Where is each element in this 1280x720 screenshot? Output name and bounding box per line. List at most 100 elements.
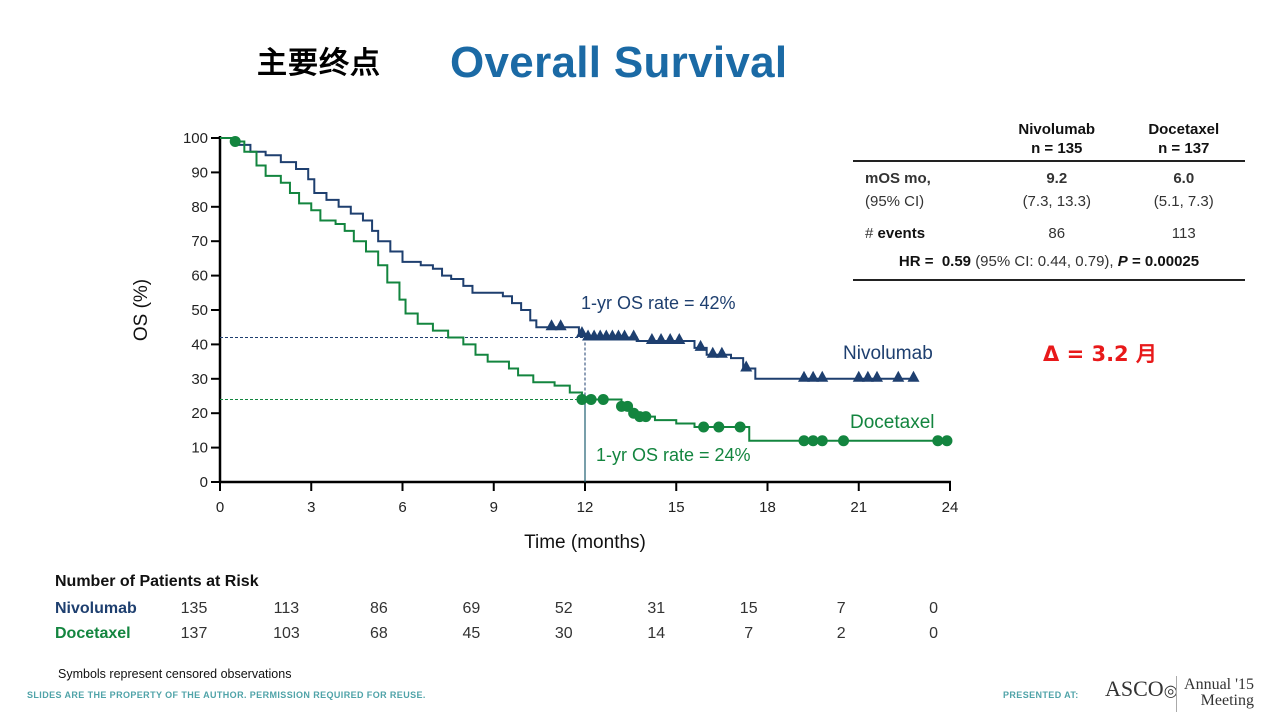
- risk-value: 52: [554, 600, 573, 617]
- risk-value: 68: [369, 625, 388, 642]
- nivolumab-censor-marker: [706, 346, 719, 358]
- risk-value: 15: [739, 600, 758, 617]
- presented-at-label: PRESENTED AT:: [1003, 690, 1079, 700]
- docetaxel-censor-marker: [713, 421, 725, 433]
- docetaxel-censor-marker: [585, 393, 597, 405]
- mos-docetaxel: 6.0: [1173, 170, 1195, 187]
- nivolumab-censor-marker: [892, 370, 905, 382]
- censored-footnote: Symbols represent censored observations: [58, 667, 292, 681]
- docetaxel-censor-marker: [576, 393, 588, 405]
- risk-value: 103: [273, 625, 300, 642]
- y-tick-label: 50: [191, 302, 208, 319]
- y-tick-label: 10: [191, 440, 208, 457]
- risk-row-nivolumab: Nivolumab 135 113 86 69 52 31 15 7 0: [55, 600, 975, 625]
- hazard-ratio-row: HR = 0.59 (95% CI: 0.44, 0.79), P = 0.00…: [898, 253, 1200, 270]
- y-tick-label: 100: [183, 130, 208, 147]
- docetaxel-1yr-rate-label: 1-yr OS rate = 24%: [596, 445, 751, 465]
- x-tick-label: 3: [307, 499, 315, 516]
- risk-value: 137: [180, 625, 208, 642]
- chinese-title: 主要终点: [257, 46, 381, 81]
- mos-label: mOS mo,: [865, 170, 931, 187]
- docetaxel-censor-marker: [698, 421, 710, 433]
- ci-label: (95% CI): [865, 193, 925, 210]
- x-tick-label: 21: [850, 499, 867, 516]
- docetaxel-censor-marker: [807, 435, 819, 447]
- nivolumab-censor-marker: [798, 370, 810, 382]
- events-label: # events: [865, 225, 926, 242]
- x-tick-label: 12: [577, 499, 594, 516]
- risk-value: 0: [929, 600, 939, 617]
- docetaxel-series-label: Docetaxel: [850, 412, 935, 433]
- docetaxel-censor-marker: [932, 435, 944, 447]
- risk-value: 86: [369, 600, 388, 617]
- nivolumab-censor-marker: [645, 332, 658, 344]
- nivolumab-censor-marker: [807, 370, 820, 382]
- patients-at-risk-table: Number of Patients at Risk Nivolumab 135…: [55, 573, 975, 650]
- nivolumab-censor-marker: [554, 319, 567, 331]
- risk-value: 7: [836, 600, 846, 617]
- risk-row-label: Nivolumab: [55, 600, 137, 617]
- docetaxel-censor-marker: [941, 435, 953, 447]
- nivolumab-censor-marker: [816, 370, 829, 382]
- nivolumab-censor-marker: [545, 319, 558, 331]
- x-tick-label: 9: [490, 499, 498, 516]
- nivolumab-series-label: Nivolumab: [843, 343, 933, 364]
- y-axis-title: OS (%): [131, 279, 152, 341]
- nivolumab-1yr-rate-label: 1-yr OS rate = 42%: [581, 293, 736, 313]
- risk-value: 135: [180, 600, 208, 617]
- docetaxel-censor-marker: [816, 435, 828, 447]
- events-nivolumab: 86: [1048, 225, 1066, 242]
- summary-header-docetaxel: Docetaxel n = 137: [1148, 121, 1220, 157]
- annual-meeting-logo: Annual '15 Meeting: [1184, 676, 1254, 709]
- x-tick-label: 6: [398, 499, 406, 516]
- y-tick-label: 30: [191, 371, 208, 388]
- y-tick-label: 70: [191, 233, 208, 250]
- copyright-notice: SLIDES ARE THE PROPERTY OF THE AUTHOR. P…: [27, 690, 426, 700]
- nivolumab-censor-marker: [664, 332, 677, 344]
- logo-divider: [1176, 676, 1177, 712]
- asco-logo: ASCO◎: [1105, 676, 1178, 701]
- slide-title: Overall Survival: [450, 38, 788, 87]
- y-tick-label: 40: [191, 336, 208, 353]
- nivolumab-censor-marker: [740, 360, 753, 372]
- risk-table-title: Number of Patients at Risk: [55, 573, 259, 590]
- risk-value: 113: [273, 600, 300, 617]
- docetaxel-censor-marker: [229, 135, 241, 147]
- ci-nivolumab: (7.3, 13.3): [1022, 193, 1091, 210]
- nivolumab-censor-marker: [655, 332, 668, 344]
- nivolumab-censor-marker: [852, 370, 865, 382]
- asco-globe-icon: ◎: [1163, 683, 1178, 700]
- reference-lines: [220, 337, 586, 482]
- y-tick-label: 80: [191, 199, 208, 216]
- summary-table: Nivolumab n = 135 Docetaxel n = 137 mOS mo…: [853, 118, 1245, 281]
- chart-axes: 0 10 20 30 40 50 60 70 80 90 100 0 3 6 9 12 15 18 21 24: [183, 130, 958, 516]
- y-tick-label: 20: [191, 405, 208, 422]
- docetaxel-censor-marker: [798, 435, 810, 447]
- nivolumab-censor-marker: [694, 339, 707, 351]
- docetaxel-censor-marker: [734, 421, 746, 433]
- y-tick-label: 90: [191, 164, 208, 181]
- risk-value: 0: [929, 625, 939, 642]
- risk-value: 45: [462, 625, 481, 642]
- x-axis-title: Time (months): [524, 532, 646, 553]
- nivolumab-censor-marker: [871, 370, 883, 382]
- nivolumab-censor-marker: [575, 326, 588, 338]
- events-docetaxel: 113: [1171, 225, 1196, 242]
- risk-value: 31: [647, 600, 666, 617]
- y-tick-label: 60: [191, 268, 208, 285]
- docetaxel-censor-marker: [640, 411, 652, 423]
- y-tick-label: 0: [200, 474, 208, 491]
- risk-value: 30: [554, 625, 573, 642]
- risk-value: 7: [744, 625, 754, 642]
- nivolumab-censor-marker: [861, 370, 874, 382]
- x-tick-label: 0: [216, 499, 224, 516]
- risk-row-docetaxel: Docetaxel 137 103 68 45 30 14 7 2 0: [55, 625, 975, 650]
- nivolumab-censor-marker: [618, 329, 631, 341]
- risk-value: 14: [647, 625, 666, 642]
- nivolumab-censor-marker: [907, 370, 920, 382]
- nivolumab-curve: [220, 137, 914, 380]
- x-tick-label: 18: [759, 499, 776, 516]
- summary-header-nivolumab: Nivolumab n = 135: [1018, 121, 1096, 157]
- x-tick-label: 15: [668, 499, 685, 516]
